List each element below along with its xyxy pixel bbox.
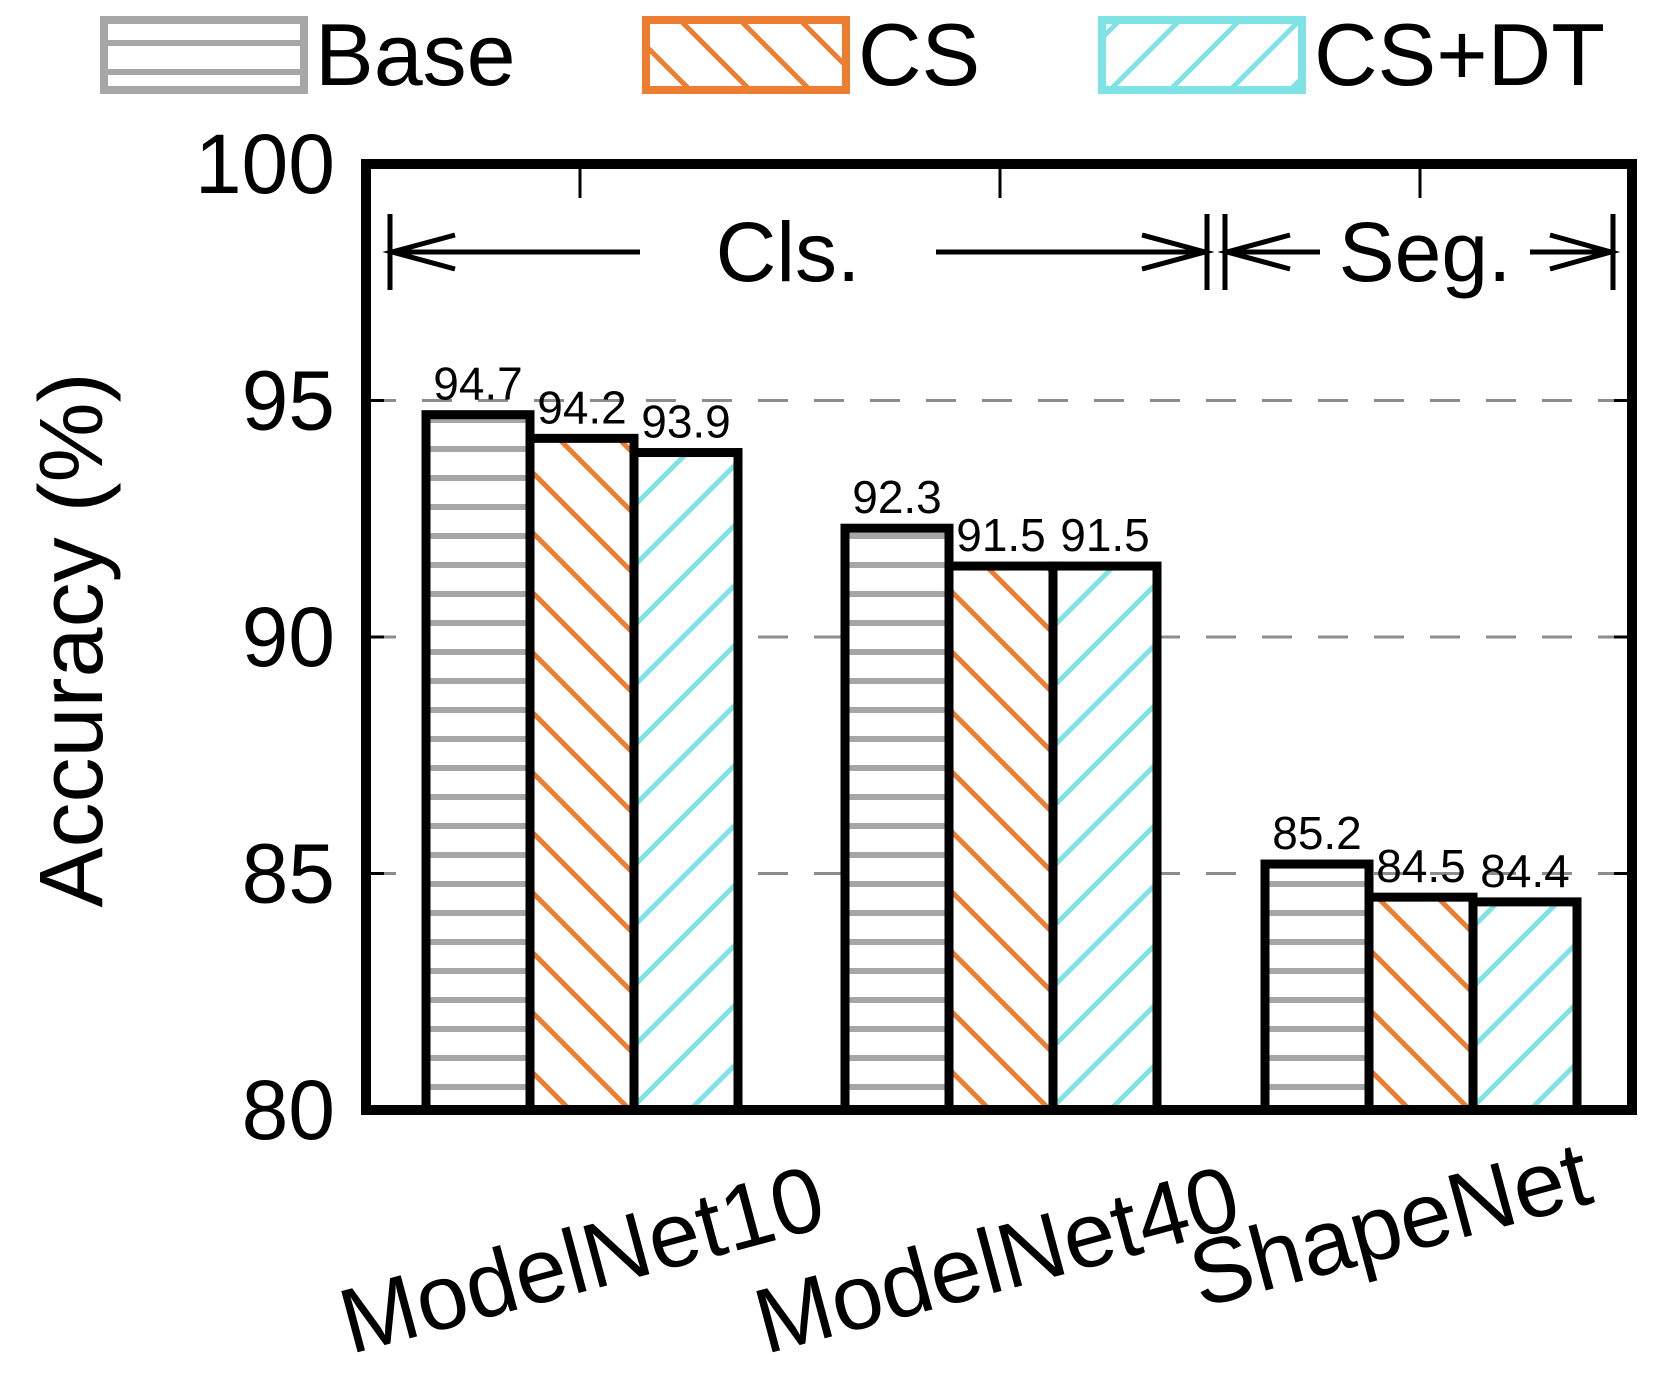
cls-arrowhead-left (382, 232, 456, 272)
cls-arrowhead-right (1141, 232, 1215, 272)
data-label: 91.5 (956, 509, 1046, 561)
bar-cs-dt-modelnet40 (1048, 561, 1162, 1115)
data-label: 84.4 (1480, 845, 1570, 897)
data-label: 91.5 (1060, 509, 1150, 561)
legend-swatch (642, 16, 850, 94)
data-label: 85.2 (1272, 807, 1362, 859)
bar-base-shapenet (1260, 859, 1374, 1115)
y-tick-label: 85 (242, 827, 335, 921)
y-tick-label: 80 (242, 1063, 335, 1157)
seg-arrowhead-left (1217, 232, 1291, 272)
data-label: 84.5 (1376, 840, 1466, 892)
bar-cs-modelnet40 (944, 561, 1058, 1115)
x-tick-label: ShapeNet (1179, 1123, 1601, 1327)
seg-arrowhead-right (1549, 232, 1621, 272)
bar-base-modelnet40 (840, 523, 954, 1115)
bar-cs-dt-modelnet10 (629, 448, 743, 1115)
bar-base-modelnet10 (421, 410, 535, 1115)
cls-annotation: Cls. (716, 205, 861, 299)
data-label: 92.3 (852, 471, 942, 523)
data-label: 93.9 (641, 396, 731, 448)
x-tick-label: ModelNet40 (744, 1147, 1250, 1374)
y-axis-label: Accuracy (%) (22, 372, 122, 907)
bar-cs-shapenet (1364, 892, 1478, 1115)
seg-annotation: Seg. (1339, 205, 1512, 299)
y-tick-label: 90 (242, 590, 335, 684)
legend-swatch (100, 16, 308, 94)
legend-label: CS+DT (1314, 5, 1605, 104)
data-label: 94.2 (537, 381, 627, 433)
data-label: 94.7 (433, 358, 523, 410)
x-tick-label: ModelNet10 (329, 1147, 835, 1374)
y-tick-label: 95 (242, 354, 335, 448)
y-tick-label: 100 (195, 117, 335, 211)
legend-label: CS (858, 5, 980, 104)
bar-cs-dt-shapenet (1468, 897, 1582, 1115)
legend-label: Base (315, 5, 516, 104)
bar-cs-modelnet10 (525, 433, 639, 1115)
legend-swatch (1098, 16, 1306, 94)
